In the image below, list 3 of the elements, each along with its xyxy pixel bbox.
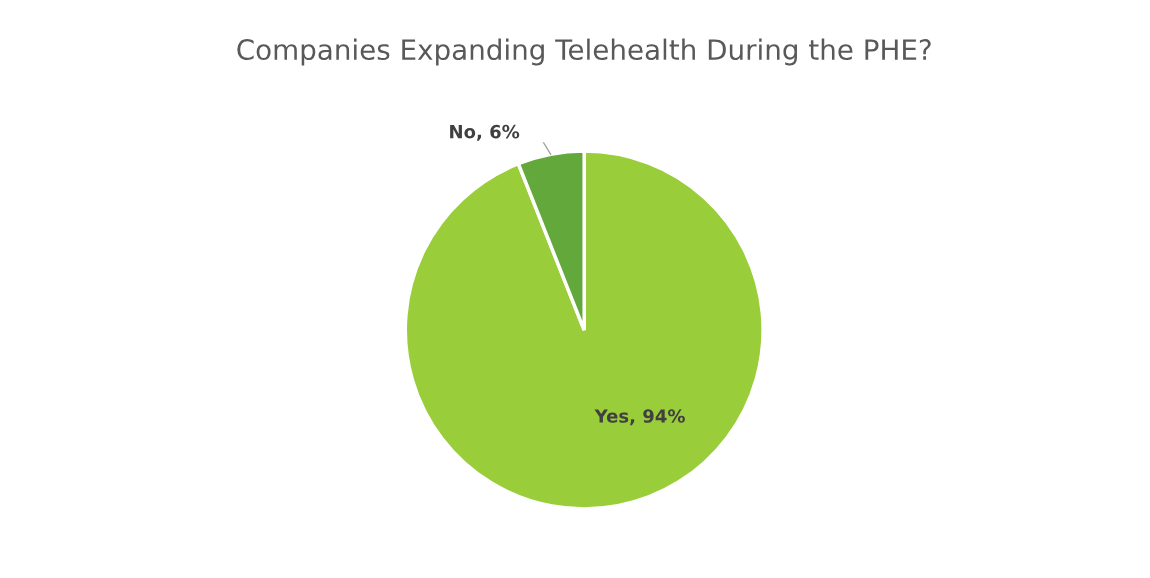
slice-label: No, 6% — [450, 124, 520, 141]
chart-title: Companies Expanding Telehealth During the PHE? — [237, 38, 931, 66]
slice-label: Yes, 94% — [594, 409, 685, 426]
